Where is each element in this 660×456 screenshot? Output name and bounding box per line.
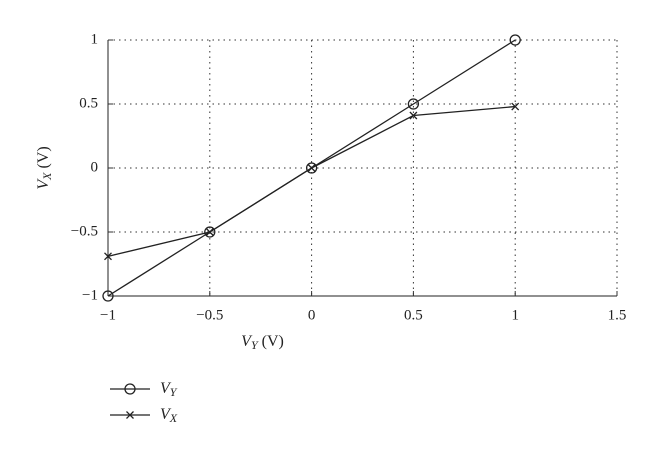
- legend-label-main: V: [160, 406, 172, 423]
- y-tick-label: 0.5: [79, 95, 98, 111]
- marker: [509, 34, 521, 46]
- legend-marker: [126, 411, 134, 419]
- x-axis-label: VY (V): [241, 333, 284, 352]
- legend-label: VX: [160, 406, 178, 425]
- x-axis-label-main: V: [241, 333, 253, 350]
- x-tick-label: 1: [511, 307, 519, 323]
- legend-label-sub: X: [169, 411, 178, 425]
- legend-label: VY: [160, 380, 178, 399]
- marker: [102, 290, 114, 302]
- y-tick-label: −1: [82, 287, 98, 303]
- marker: [305, 162, 318, 174]
- marker: [307, 164, 316, 172]
- x-tick-label: 0.5: [404, 307, 423, 323]
- y-tick-label: 1: [91, 31, 99, 47]
- y-axis-label-unit: (V): [35, 146, 52, 172]
- y-axis-label-main: V: [35, 178, 52, 190]
- y-axis-label-sub: X: [40, 172, 54, 181]
- marker: [407, 98, 420, 110]
- x-tick-label: −1: [100, 307, 116, 323]
- legend-label-sub: Y: [170, 385, 178, 399]
- marker: [204, 226, 216, 238]
- marker: [511, 102, 520, 111]
- legend-label-main: V: [160, 380, 172, 397]
- y-axis-label: VX (V): [35, 146, 54, 189]
- y-tick-label: 0: [91, 159, 99, 175]
- marker: [409, 111, 418, 120]
- y-tick-label: −0.5: [71, 223, 98, 239]
- x-tick-label: 1.5: [608, 307, 627, 323]
- x-tick-label: −0.5: [196, 307, 223, 323]
- legend-marker: [124, 383, 136, 395]
- marker: [104, 252, 112, 261]
- x-axis-label-sub: Y: [251, 338, 259, 352]
- marker: [205, 228, 214, 236]
- x-tick-label: 0: [308, 307, 316, 323]
- x-axis-label-unit: (V): [258, 333, 284, 350]
